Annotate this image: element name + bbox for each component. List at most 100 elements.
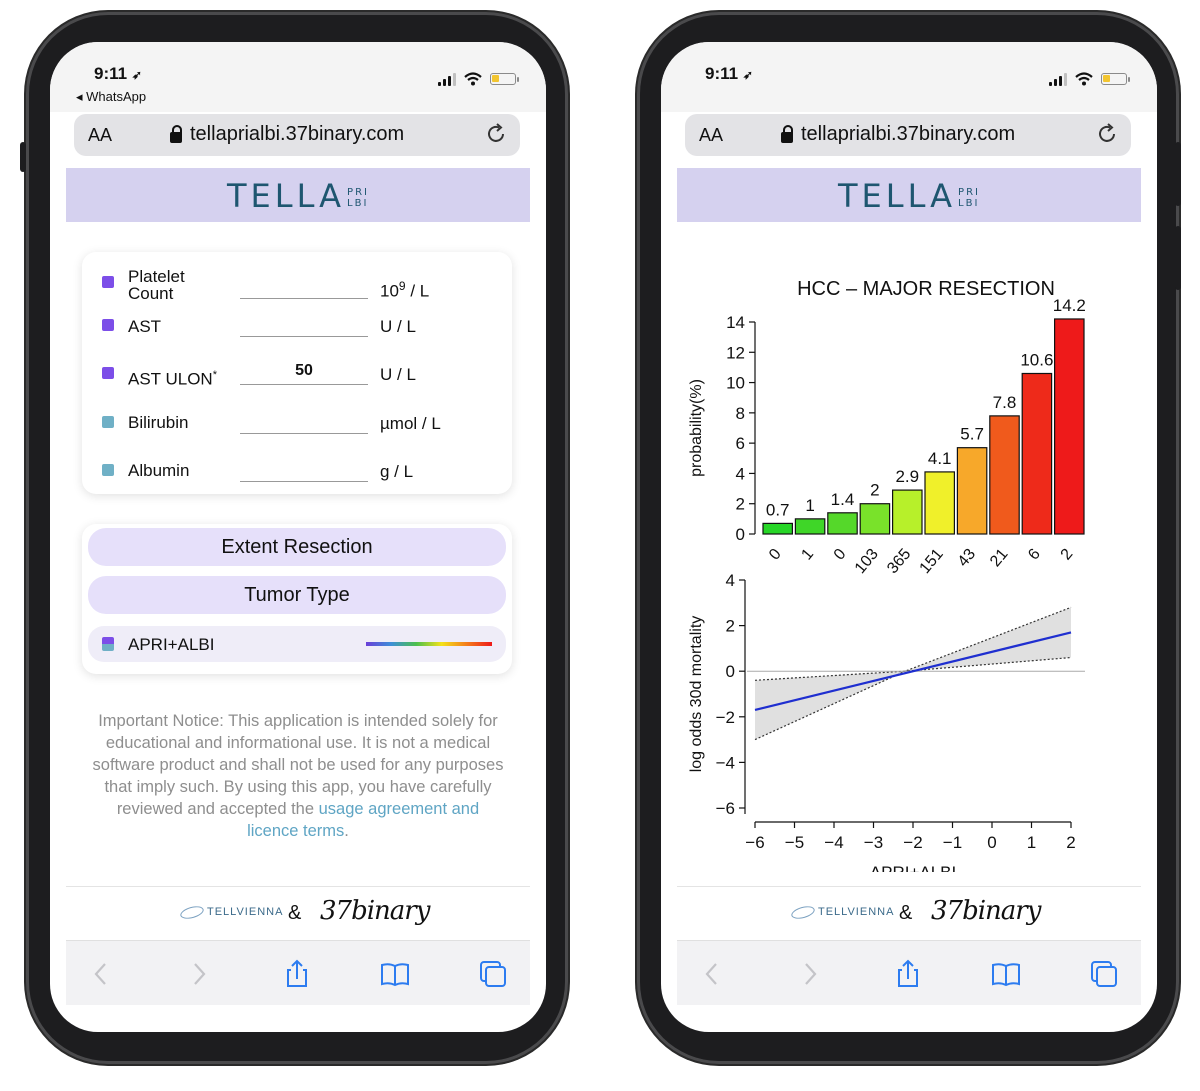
x-tick-label: −3 [864,833,883,852]
ast-input[interactable] [240,314,368,337]
bar-value-label: 14.2 [1053,296,1086,315]
y-tick-label: −2 [716,708,735,727]
address-bar[interactable]: AA tellaprialbi.37binary.com [74,114,520,156]
y-tick-label: 4 [726,571,735,590]
x-category-label: 0 [766,546,785,564]
status-bar: 9:11 ➶ [661,42,1157,112]
y-tick-label: 2 [736,495,745,514]
bar-value-label: 10.6 [1020,350,1053,369]
text-size-button[interactable]: AA [699,125,724,145]
albumin-input[interactable] [240,459,368,482]
x-tick-label: 2 [1066,833,1075,852]
category-marker [102,319,114,331]
x-category-label: 151 [917,546,947,577]
x-axis-label: APRI+ALBI [870,863,956,872]
options-card: Extent Resection Tumor Type APRI+ALBI [82,524,512,674]
wifi-icon [1075,72,1093,86]
browser-toolbar [66,940,530,1005]
important-notice: Important Notice: This application is in… [92,712,504,840]
bar-value-label: 7.8 [993,393,1017,412]
status-time: 9:11 ➶ [94,64,142,83]
field-ast-ulon: AST ULON* 50 U / L [82,362,512,402]
battery-icon [490,73,519,85]
share-icon[interactable] [282,959,312,989]
bar-value-label: 5.7 [960,425,984,444]
bilirubin-input[interactable] [240,411,368,434]
address-bar[interactable]: AA tellaprialbi.37binary.com [685,114,1131,156]
back-arrow-icon[interactable] [697,959,727,989]
forward-arrow-icon[interactable] [795,959,825,989]
footer: TELLVIENNA & 37binary [661,882,1157,942]
cellular-signal-icon [438,72,456,86]
bar [1021,372,1053,535]
app-header: TELLA PRI LBI [677,168,1141,222]
status-icons [438,72,519,86]
bar [827,512,858,535]
probability-bar-chart: HCC – MAJOR RESECTION02468101214probabil… [688,278,1086,577]
cellular-signal-icon [1049,72,1067,86]
confidence-band [755,607,1071,740]
tabs-icon[interactable] [478,959,508,989]
url-display[interactable]: tellaprialbi.37binary.com [781,123,1015,146]
bar [924,471,955,535]
y-axis-label: log odds 30d mortality [688,616,705,773]
bar-value-label: 2.9 [895,467,919,486]
x-category-label: 0 [831,546,850,564]
volume-up-button [1175,142,1181,206]
field-unit: U / L [380,317,416,336]
ampersand: & [899,902,913,924]
lab-values-card: Platelet Count 109 / L AST U / L AST ULON… [82,252,512,494]
x-category-label: 103 [852,546,882,577]
model-selector[interactable]: APRI+ALBI [88,626,506,662]
field-label: AST [128,317,162,336]
tellaprialbi-logo: TELLA PRI LBI [838,177,980,215]
x-tick-label: 1 [1027,833,1036,852]
category-marker [102,276,114,288]
chart-title: HCC – MAJOR RESECTION [797,278,1055,300]
ast-ulon-input[interactable]: 50 [240,362,368,385]
field-bilirubin: Bilirubin µmol / L [82,411,512,451]
field-label: Platelet Count [128,267,185,303]
back-to-app-link[interactable]: ◂ WhatsApp [76,89,147,104]
usage-agreement-link[interactable]: usage agreement and licence terms [247,800,480,840]
volume-down-button [1175,226,1181,290]
back-arrow-icon[interactable] [86,959,116,989]
bar-value-label: 0.7 [766,500,790,519]
field-ast: AST U / L [82,314,512,354]
extent-resection-button[interactable]: Extent Resection [88,528,506,566]
share-icon[interactable] [893,959,923,989]
status-icons [1049,72,1130,86]
forward-arrow-icon[interactable] [184,959,214,989]
y-axis-label: probability(%) [688,379,705,477]
bar [762,522,793,535]
upper-bound-line [754,606,1072,681]
platelet-count-input[interactable] [240,276,368,299]
bar [892,489,923,535]
category-marker [102,416,114,428]
bookmarks-icon[interactable] [991,959,1021,989]
y-tick-label: 0 [736,525,745,544]
field-label: Bilirubin [128,413,189,432]
category-marker [102,464,114,476]
bookmarks-icon[interactable] [380,959,410,989]
screen-left: 9:11 ➶ ◂ WhatsApp AA tellaprialbi.37bina… [50,42,546,1032]
text-size-button[interactable]: AA [88,125,113,145]
divider [677,886,1141,887]
status-time: 9:11 ➶ [705,64,753,83]
bar [989,415,1020,535]
bar-value-label: 4.1 [928,449,952,468]
phone-frame-right: 9:11 ➶ AA tellaprialbi.37binary.com TELL… [637,12,1181,1064]
tumor-type-button[interactable]: Tumor Type [88,576,506,614]
field-platelet-count: Platelet Count 109 / L [82,266,512,306]
bar [956,447,988,535]
reload-icon[interactable] [1095,122,1119,146]
field-albumin: Albumin g / L [82,459,512,499]
tellvienna-logo: TELLVIENNA [789,903,894,921]
x-category-label: 6 [1025,546,1044,564]
url-display[interactable]: tellaprialbi.37binary.com [170,123,404,146]
reload-icon[interactable] [484,122,508,146]
wifi-icon [464,72,482,86]
y-tick-label: 10 [726,374,745,393]
tabs-icon[interactable] [1089,959,1119,989]
y-tick-label: 6 [736,434,745,453]
